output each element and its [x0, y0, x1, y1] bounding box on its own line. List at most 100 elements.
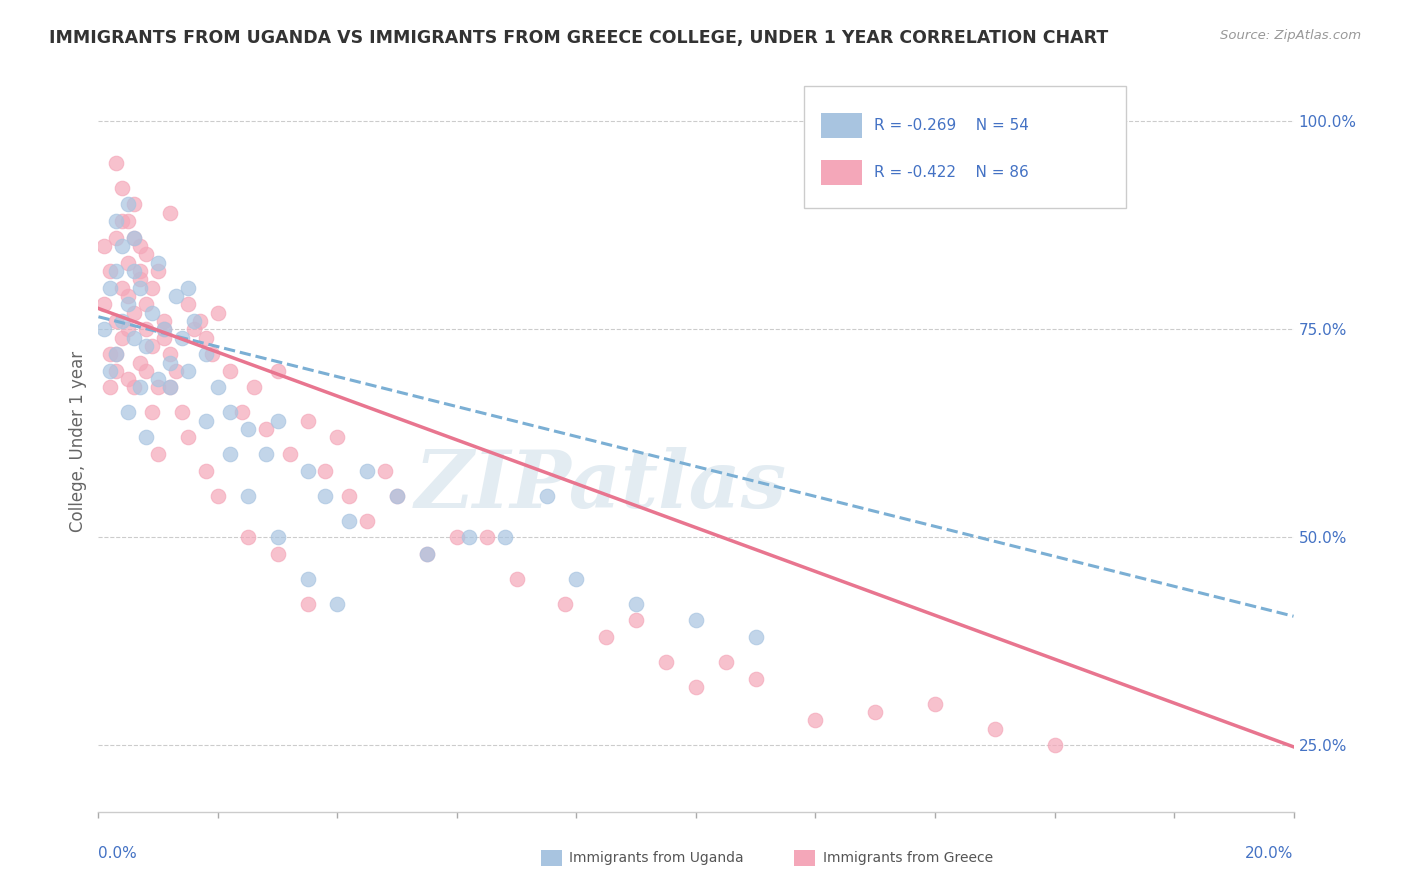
- Point: [195, 464, 218, 478]
- Point: [117, 297, 139, 311]
- Point: [93, 239, 115, 253]
- Point: [626, 614, 648, 628]
- Point: [188, 314, 211, 328]
- Point: [326, 430, 349, 444]
- Point: [141, 405, 163, 419]
- Point: [148, 447, 170, 461]
- Point: [984, 722, 1007, 736]
- Point: [148, 372, 170, 386]
- Point: [177, 280, 200, 294]
- Point: [655, 655, 678, 669]
- Point: [297, 414, 319, 428]
- Point: [714, 655, 737, 669]
- Point: [129, 355, 152, 369]
- Point: [129, 264, 152, 278]
- Y-axis label: College, Under 1 year: College, Under 1 year: [69, 351, 87, 533]
- Point: [117, 405, 139, 419]
- Point: [98, 347, 122, 361]
- Point: [159, 355, 181, 369]
- Point: [172, 405, 194, 419]
- Point: [231, 405, 253, 419]
- Text: Immigrants from Greece: Immigrants from Greece: [823, 851, 993, 865]
- Point: [141, 305, 163, 319]
- Point: [494, 530, 516, 544]
- Point: [267, 414, 290, 428]
- Text: 0.0%: 0.0%: [98, 846, 138, 861]
- Point: [267, 530, 290, 544]
- Point: [93, 297, 115, 311]
- Point: [254, 447, 277, 461]
- Point: [105, 156, 128, 170]
- Text: Source: ZipAtlas.com: Source: ZipAtlas.com: [1220, 29, 1361, 42]
- Point: [148, 380, 170, 394]
- Point: [183, 322, 205, 336]
- Point: [506, 572, 529, 586]
- Point: [141, 280, 163, 294]
- Point: [135, 364, 157, 378]
- Point: [105, 347, 128, 361]
- Point: [267, 547, 290, 561]
- Point: [105, 364, 128, 378]
- Point: [148, 255, 170, 269]
- Point: [124, 330, 146, 344]
- Point: [236, 422, 259, 436]
- Point: [153, 330, 176, 344]
- Point: [159, 206, 181, 220]
- Point: [374, 464, 396, 478]
- Point: [165, 364, 187, 378]
- Point: [98, 380, 122, 394]
- Text: R = -0.422    N = 86: R = -0.422 N = 86: [875, 165, 1029, 180]
- Point: [924, 697, 946, 711]
- Point: [129, 239, 152, 253]
- Point: [745, 630, 768, 644]
- Point: [111, 214, 134, 228]
- Point: [111, 314, 134, 328]
- Point: [804, 713, 827, 727]
- Point: [135, 297, 157, 311]
- Point: [339, 514, 361, 528]
- Point: [416, 547, 439, 561]
- Point: [98, 364, 122, 378]
- Point: [685, 614, 707, 628]
- Point: [165, 289, 187, 303]
- Point: [117, 255, 139, 269]
- Text: 20.0%: 20.0%: [1246, 846, 1294, 861]
- Point: [297, 464, 319, 478]
- Point: [207, 305, 229, 319]
- Point: [124, 305, 146, 319]
- Point: [111, 330, 134, 344]
- Point: [745, 672, 768, 686]
- Point: [219, 364, 242, 378]
- Text: R = -0.269    N = 54: R = -0.269 N = 54: [875, 118, 1029, 133]
- Point: [446, 530, 468, 544]
- Point: [385, 489, 409, 503]
- Point: [177, 430, 200, 444]
- Point: [201, 347, 224, 361]
- Point: [177, 297, 200, 311]
- Point: [1043, 738, 1066, 752]
- Point: [117, 289, 139, 303]
- Point: [117, 372, 139, 386]
- Point: [219, 447, 242, 461]
- Point: [207, 489, 229, 503]
- Point: [243, 380, 266, 394]
- Point: [219, 405, 242, 419]
- Point: [153, 314, 176, 328]
- Point: [177, 364, 200, 378]
- Point: [124, 264, 146, 278]
- Point: [554, 597, 576, 611]
- Text: ZIPatlas: ZIPatlas: [415, 447, 786, 524]
- Point: [626, 597, 648, 611]
- Point: [278, 447, 301, 461]
- Point: [254, 422, 277, 436]
- Point: [207, 380, 229, 394]
- Point: [685, 680, 707, 694]
- Point: [267, 364, 290, 378]
- Point: [315, 489, 337, 503]
- Point: [565, 572, 588, 586]
- Point: [141, 339, 163, 353]
- Point: [416, 547, 439, 561]
- Point: [339, 489, 361, 503]
- Point: [111, 181, 134, 195]
- Point: [297, 597, 319, 611]
